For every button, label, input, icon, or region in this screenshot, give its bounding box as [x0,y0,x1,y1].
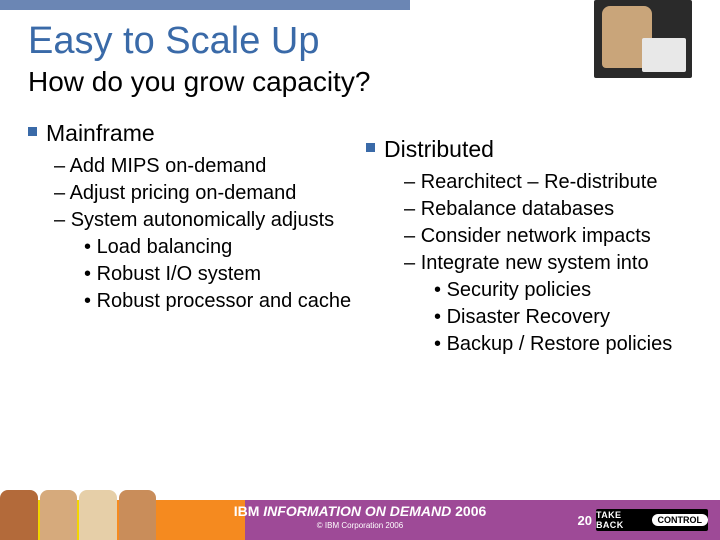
list-item: Rearchitect – Re-distribute [366,169,692,196]
copyright-text: © IBM Corporation 2006 [234,521,487,530]
list-item: Add MIPS on-demand [28,153,360,180]
top-accent-bar [0,0,410,10]
slide-subtitle: How do you grow capacity? [28,66,370,98]
slide: Easy to Scale Up How do you grow capacit… [0,0,720,540]
slide-title: Easy to Scale Up [28,20,319,63]
list-subitem: Robust I/O system [28,261,360,288]
right-heading-text: Distributed [384,136,494,162]
list-item: Adjust pricing on-demand [28,180,360,207]
footer-logo: IBM INFORMATION ON DEMAND 2006 © IBM Cor… [234,503,487,530]
list-subitem: Robust processor and cache [28,288,360,315]
takeback-text-b: CONTROL [652,514,709,526]
right-heading: Distributed [366,136,692,163]
list-subitem: Disaster Recovery [366,304,692,331]
list-item: Rebalance databases [366,196,692,223]
list-item: Consider network impacts [366,223,692,250]
logo-year: 2006 [451,503,486,519]
left-column: Mainframe Add MIPS on-demand Adjust pric… [28,120,360,358]
list-item: Integrate new system into [366,250,692,277]
left-heading: Mainframe [28,120,360,147]
square-bullet-icon [28,127,37,136]
footer-faces-graphic [0,488,158,540]
corner-photo [594,0,692,78]
list-subitem: Backup / Restore policies [366,331,692,358]
takeback-text-a: TAKE BACK [596,510,648,530]
logo-prefix: IBM [234,503,264,519]
page-number: 20 [578,513,592,528]
footer: IBM INFORMATION ON DEMAND 2006 © IBM Cor… [0,482,720,540]
list-subitem: Security policies [366,277,692,304]
logo-main: INFORMATION ON DEMAND [263,503,451,519]
list-item: System autonomically adjusts [28,207,360,234]
take-back-control-badge: TAKE BACK CONTROL [596,509,708,531]
list-subitem: Load balancing [28,234,360,261]
right-column: Distributed Rearchitect – Re-distribute … [360,120,692,358]
left-heading-text: Mainframe [46,120,155,146]
square-bullet-icon [366,143,375,152]
content-area: Mainframe Add MIPS on-demand Adjust pric… [28,120,692,358]
